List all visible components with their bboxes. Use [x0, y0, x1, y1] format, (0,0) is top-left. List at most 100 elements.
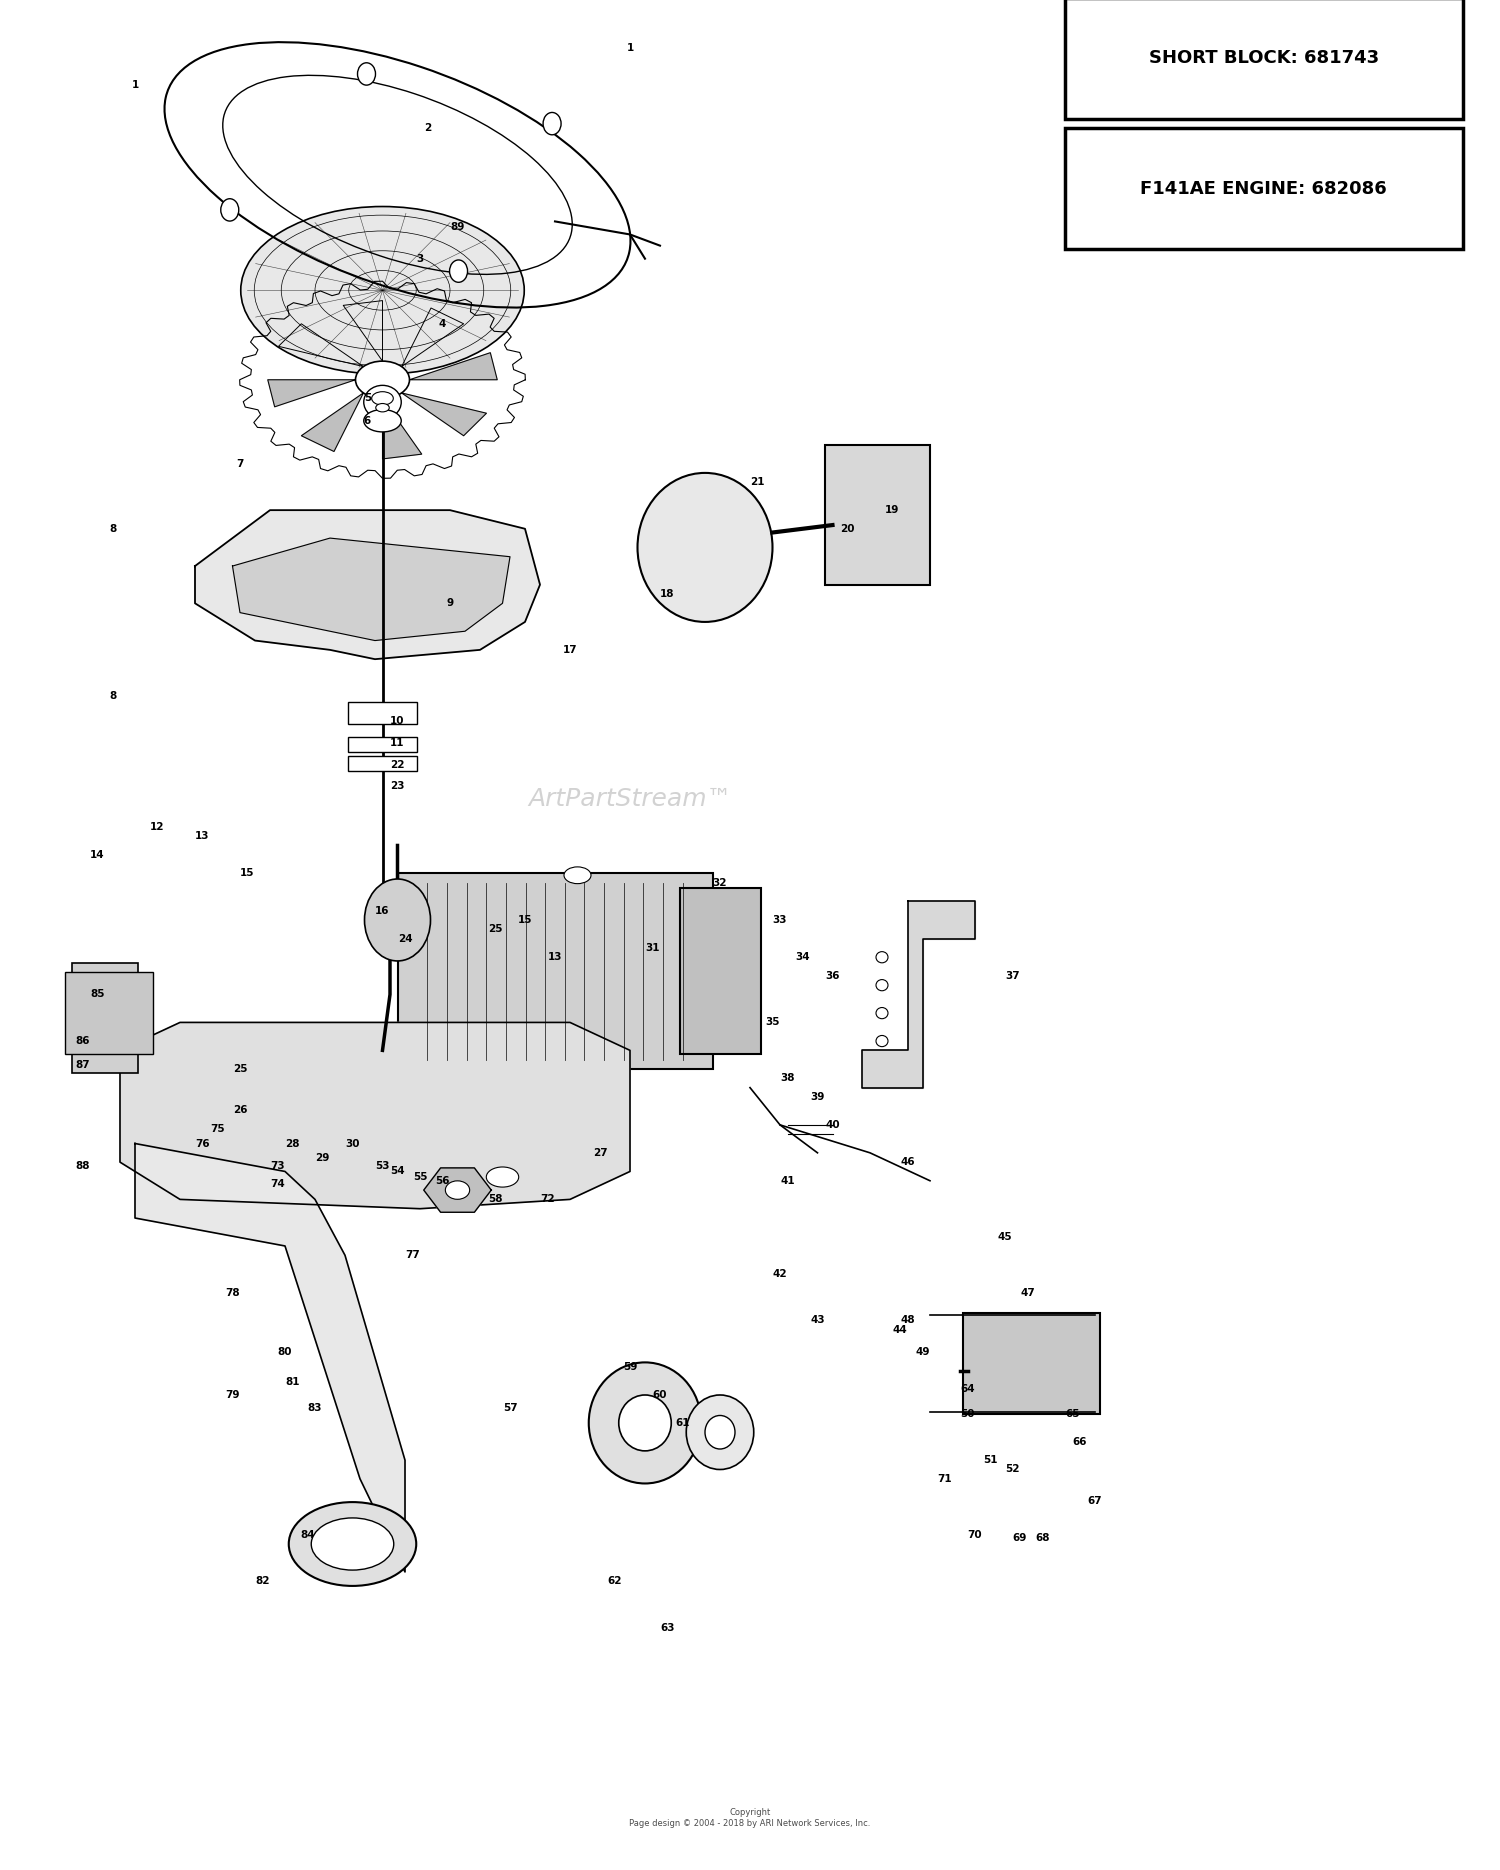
Text: 82: 82 [255, 1576, 270, 1586]
Text: 84: 84 [300, 1530, 315, 1539]
Text: 68: 68 [1035, 1533, 1050, 1543]
Ellipse shape [288, 1502, 416, 1586]
Text: 40: 40 [825, 1120, 840, 1129]
Text: 77: 77 [405, 1251, 420, 1260]
Text: 12: 12 [150, 821, 165, 832]
Text: 33: 33 [772, 914, 788, 926]
Polygon shape [267, 380, 356, 408]
Ellipse shape [363, 410, 402, 432]
Polygon shape [402, 309, 464, 367]
Text: 17: 17 [562, 645, 578, 654]
Text: 86: 86 [75, 1036, 90, 1045]
Text: 69: 69 [1013, 1533, 1028, 1543]
Text: 15: 15 [518, 914, 532, 926]
Polygon shape [423, 1169, 492, 1212]
Text: 16: 16 [375, 905, 390, 916]
Circle shape [220, 198, 238, 221]
Ellipse shape [618, 1395, 672, 1451]
Polygon shape [279, 324, 363, 367]
Text: 18: 18 [660, 589, 675, 598]
Text: 48: 48 [900, 1315, 915, 1326]
Circle shape [357, 64, 375, 86]
Polygon shape [302, 393, 363, 451]
Text: ArtPartStream™: ArtPartStream™ [528, 787, 732, 812]
Polygon shape [410, 353, 497, 380]
Ellipse shape [686, 1395, 753, 1470]
Text: 44: 44 [892, 1324, 908, 1335]
Text: 11: 11 [390, 739, 405, 748]
Text: 67: 67 [1088, 1496, 1102, 1505]
Ellipse shape [375, 404, 390, 411]
Text: 53: 53 [375, 1161, 390, 1171]
Text: 43: 43 [810, 1315, 825, 1326]
Text: 29: 29 [315, 1154, 330, 1163]
Text: 88: 88 [75, 1161, 90, 1171]
Ellipse shape [876, 1036, 888, 1047]
Text: 49: 49 [915, 1346, 930, 1358]
Text: 66: 66 [1072, 1436, 1088, 1447]
Text: 25: 25 [232, 1064, 248, 1073]
Text: 42: 42 [772, 1270, 788, 1279]
Text: 47: 47 [1020, 1288, 1035, 1298]
Text: 14: 14 [90, 849, 105, 860]
Text: 21: 21 [750, 477, 765, 488]
Ellipse shape [363, 385, 402, 419]
Text: 13: 13 [195, 830, 210, 842]
Text: 31: 31 [645, 942, 660, 954]
Text: 76: 76 [195, 1139, 210, 1148]
Text: 56: 56 [435, 1176, 450, 1186]
Ellipse shape [356, 361, 410, 398]
Text: 65: 65 [1065, 1408, 1080, 1419]
Text: 75: 75 [210, 1124, 225, 1133]
Text: 24: 24 [398, 933, 412, 944]
FancyBboxPatch shape [963, 1313, 1100, 1414]
Text: 57: 57 [503, 1402, 518, 1414]
Text: 10: 10 [390, 716, 405, 726]
Circle shape [543, 112, 561, 135]
Ellipse shape [240, 206, 525, 374]
FancyBboxPatch shape [398, 873, 712, 1070]
Text: 9: 9 [447, 598, 453, 608]
Text: 28: 28 [285, 1139, 300, 1148]
Text: 87: 87 [75, 1060, 90, 1070]
Text: 15: 15 [240, 868, 255, 879]
Text: 50: 50 [960, 1408, 975, 1419]
Ellipse shape [564, 868, 591, 885]
Ellipse shape [876, 980, 888, 991]
Ellipse shape [588, 1363, 700, 1483]
FancyBboxPatch shape [348, 755, 417, 770]
Text: 35: 35 [765, 1017, 780, 1027]
Text: 5: 5 [364, 393, 370, 404]
Polygon shape [120, 1023, 630, 1208]
Text: 37: 37 [1005, 971, 1020, 982]
Text: 51: 51 [982, 1455, 998, 1466]
Text: 80: 80 [278, 1346, 292, 1358]
Text: 64: 64 [960, 1384, 975, 1395]
Text: SHORT BLOCK: 681743: SHORT BLOCK: 681743 [1149, 49, 1378, 67]
Text: 23: 23 [390, 782, 405, 791]
Text: F141AE ENGINE: 682086: F141AE ENGINE: 682086 [1140, 180, 1388, 198]
Text: 79: 79 [225, 1389, 240, 1401]
FancyBboxPatch shape [1065, 0, 1462, 120]
Text: 1: 1 [132, 80, 138, 90]
Text: 38: 38 [780, 1073, 795, 1083]
Text: 6: 6 [364, 415, 370, 426]
Text: 54: 54 [390, 1167, 405, 1176]
Text: 30: 30 [345, 1139, 360, 1148]
Text: 52: 52 [1005, 1464, 1020, 1475]
Ellipse shape [638, 473, 772, 623]
Text: 39: 39 [810, 1092, 825, 1101]
Ellipse shape [876, 952, 888, 963]
Text: 70: 70 [968, 1530, 982, 1539]
Text: 74: 74 [270, 1180, 285, 1189]
FancyBboxPatch shape [825, 445, 930, 585]
Text: 1: 1 [627, 43, 633, 52]
Text: 58: 58 [488, 1195, 502, 1204]
Text: Copyright
Page design © 2004 - 2018 by ARI Network Services, Inc.: Copyright Page design © 2004 - 2018 by A… [630, 1808, 870, 1827]
Text: 78: 78 [225, 1288, 240, 1298]
Text: 61: 61 [675, 1417, 690, 1429]
Ellipse shape [312, 1518, 393, 1571]
Text: 22: 22 [390, 761, 405, 770]
Text: 85: 85 [90, 989, 105, 999]
FancyBboxPatch shape [64, 972, 153, 1055]
